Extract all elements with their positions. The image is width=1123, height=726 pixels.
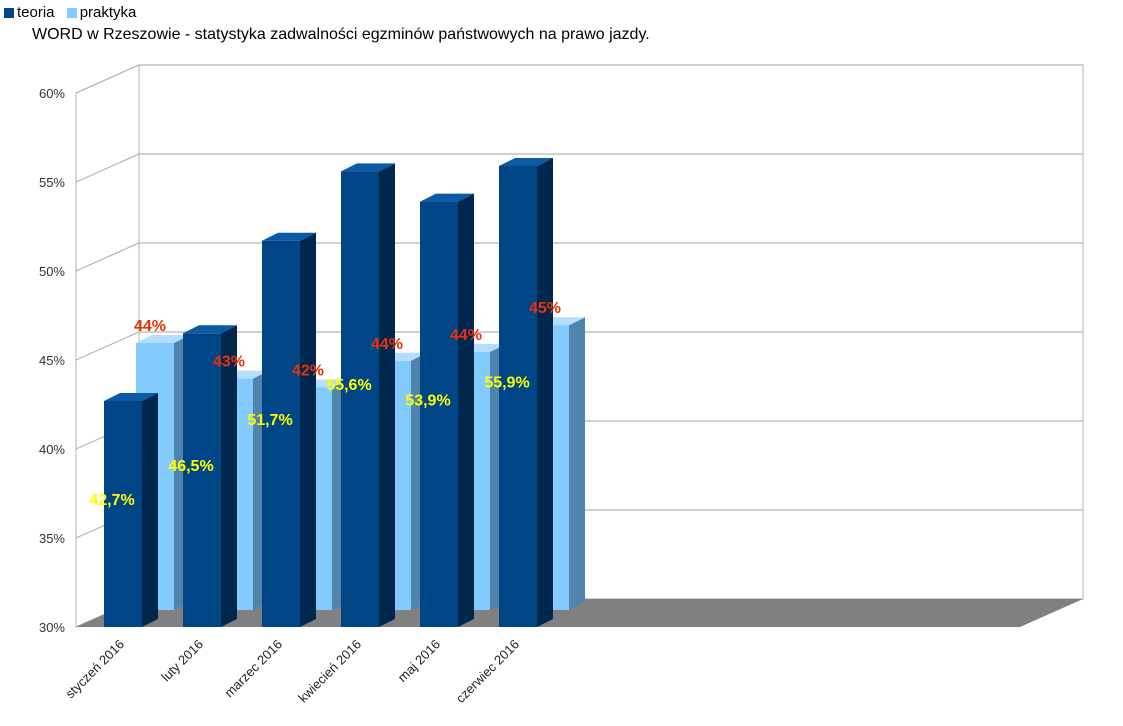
- data-label-praktyka: 44%: [371, 336, 403, 353]
- y-axis-labels: 30% 35% 40% 45% 50% 55% 60%: [39, 86, 65, 635]
- x-tick-label: styczeń 2016: [62, 637, 127, 702]
- chart-bars: [104, 157, 585, 628]
- data-label-praktyka: 42%: [292, 363, 324, 380]
- y-tick-label: 30%: [39, 620, 65, 635]
- data-label-teoria: 55,9%: [484, 374, 529, 391]
- grid-line: [75, 242, 1083, 272]
- bar-teoria-top: [341, 163, 395, 172]
- bar-teoria-side: [221, 325, 237, 627]
- bar-teoria-side: [379, 163, 395, 627]
- y-tick-label: 55%: [39, 175, 65, 190]
- bar-teoria-top: [104, 392, 158, 401]
- y-tick-label: 40%: [39, 442, 65, 457]
- legend-swatch-teoria: [4, 8, 14, 18]
- x-axis-labels: styczeń 2016 luty 2016 marzec 2016 kwiecień…: [62, 637, 522, 706]
- data-label-praktyka: 44%: [450, 327, 482, 344]
- bar-teoria-top: [183, 325, 237, 334]
- legend-item-teoria: teoria: [4, 4, 55, 22]
- data-label-teoria: 55,6%: [326, 377, 371, 394]
- y-tick-label: 45%: [39, 353, 65, 368]
- x-tick-label: luty 2016: [158, 637, 206, 685]
- bar-praktyka-top: [136, 335, 190, 343]
- bar-teoria-side: [537, 157, 553, 628]
- data-labels: 44% 43% 42% 44% 44% 45% 42,7% 46,5% 51,7% 55,6% 53…: [89, 300, 561, 509]
- bar-teoria: [499, 165, 537, 628]
- legend-label-teoria: teoria: [17, 4, 55, 21]
- x-tick-label: maj 2016: [395, 637, 443, 685]
- bar-teoria: [341, 171, 379, 627]
- bar-teoria-side: [300, 232, 316, 628]
- legend-swatch-praktyka: [66, 8, 77, 18]
- data-label-teoria: 51,7%: [247, 412, 292, 429]
- x-tick-label: kwiecień 2016: [295, 637, 364, 706]
- legend-label-praktyka: praktyka: [79, 4, 137, 21]
- x-tick-label: marzec 2016: [221, 637, 285, 701]
- y-tick-label: 60%: [39, 86, 65, 101]
- bar-teoria: [104, 400, 142, 627]
- grid-line: [75, 64, 1083, 94]
- data-label-praktyka: 43%: [213, 354, 245, 371]
- bar-teoria: [262, 240, 300, 628]
- bar-teoria-side: [142, 392, 158, 627]
- legend-item-praktyka: praktyka: [66, 4, 137, 22]
- data-label-praktyka: 45%: [529, 300, 561, 317]
- data-label-teoria: 42,7%: [89, 492, 134, 509]
- y-tick-label: 50%: [39, 264, 65, 279]
- bar-teoria-top: [499, 157, 553, 166]
- data-label-teoria: 53,9%: [405, 392, 450, 409]
- bar-teoria-side: [458, 193, 474, 627]
- bar-praktyka-side: [569, 317, 585, 610]
- data-label-teoria: 46,5%: [168, 458, 213, 475]
- bar-teoria-top: [262, 232, 316, 241]
- bar-teoria: [420, 201, 458, 627]
- grid-line: [75, 331, 1083, 361]
- data-label-praktyka: 44%: [134, 318, 166, 335]
- chart-title: WORD w Rzeszowie - statystyka zadwalnośc…: [32, 26, 650, 43]
- bar-teoria-top: [420, 193, 474, 202]
- grid-line: [75, 153, 1083, 183]
- bar-teoria: [183, 333, 221, 627]
- y-tick-label: 35%: [39, 531, 65, 546]
- x-tick-label: czerwiec 2016: [453, 637, 522, 706]
- chart-legend: teoria praktyka: [4, 4, 144, 23]
